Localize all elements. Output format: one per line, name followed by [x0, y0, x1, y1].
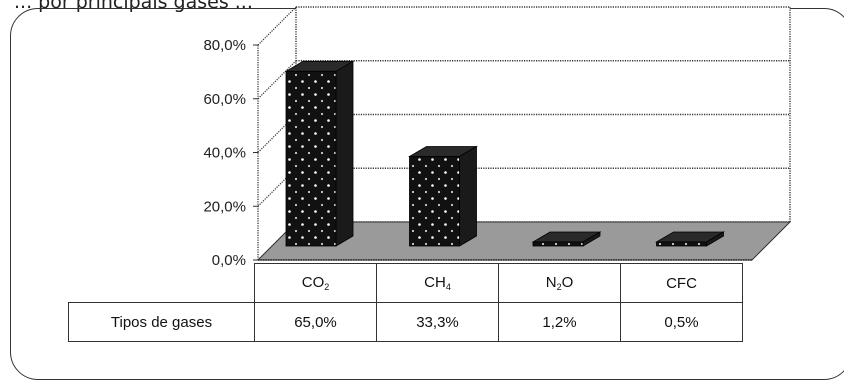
value-co2: 65,0% [254, 302, 377, 342]
bar-front-face [532, 241, 584, 247]
bar-front-face [409, 156, 460, 247]
side-wall-gridline [257, 167, 297, 207]
value-ch4: 33,3% [376, 302, 499, 342]
side-wall-gridline [257, 60, 297, 100]
bar-n2o [531, 231, 602, 247]
category-header-co2: CO2 [254, 263, 377, 303]
bar-cfc [655, 231, 725, 247]
y-tick-label: 60,0% [203, 91, 246, 108]
category-label: N [545, 274, 557, 291]
category-label-rest: O [561, 274, 574, 291]
table-corner [69, 264, 255, 303]
series-name: Tipos de gases [68, 302, 255, 342]
side-wall-gridline [257, 6, 297, 46]
bar-ch4 [408, 145, 478, 247]
category-header-cfc: CFC [620, 263, 743, 303]
bar-co2 [284, 60, 355, 247]
value-n2o: 1,2% [498, 302, 621, 342]
y-tick-label: 40,0% [203, 145, 246, 162]
category-header-ch4: CH4 [376, 263, 499, 303]
bar-side-face [335, 60, 354, 247]
y-tick-label: 20,0% [203, 198, 246, 215]
category-subscript: 2 [556, 282, 562, 292]
y-tick-label: 0,0% [212, 252, 246, 269]
table-header-row: CO2 CH4 N2O CFC [69, 263, 743, 303]
back-wall [257, 6, 791, 261]
y-tick-label: 80,0% [203, 37, 246, 54]
category-subscript: 2 [324, 282, 330, 292]
back-wall-panel [296, 7, 790, 222]
table-value-row: Tipos de gases 65,0% 33,3% 1,2% 0,5% [68, 302, 743, 342]
y-axis-ticks: 0,0% 20,0% 40,0% 60,0% 80,0% [203, 37, 258, 269]
data-table: CO2 CH4 N2O CFC Tipos de gases 65,0% 33,… [68, 263, 743, 342]
category-label: CFC [666, 274, 697, 292]
bar-front-face [656, 241, 707, 247]
category-label: CO [301, 274, 325, 291]
side-wall-gridline [257, 114, 297, 153]
chart-floor [256, 221, 792, 261]
category-subscript: 4 [445, 282, 451, 292]
bar-front-face [285, 70, 337, 247]
caption-fragment: ... por principais gases ... [14, 0, 253, 13]
bars [284, 60, 725, 247]
category-label: CH [424, 274, 446, 291]
bar-side-face [459, 145, 477, 247]
floor-plane [256, 221, 792, 261]
category-header-n2o: N2O [498, 263, 621, 303]
value-cfc: 0,5% [620, 302, 743, 342]
